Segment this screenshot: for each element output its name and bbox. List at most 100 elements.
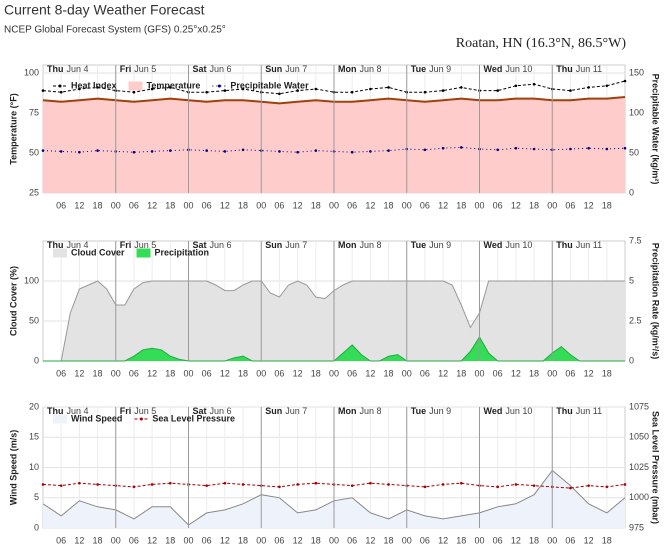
day-name: Fri <box>120 406 132 416</box>
x-tick-label: 06 <box>56 200 66 210</box>
page-subtitle: NCEP Global Forecast System (GFS) 0.25°x… <box>4 25 226 36</box>
x-tick-label: 18 <box>529 200 539 210</box>
point <box>423 148 427 152</box>
legend-label: Precipitable Water <box>230 80 309 90</box>
x-tick-label: 12 <box>147 200 157 210</box>
point <box>223 89 227 92</box>
y-tick-label: 15 <box>29 432 39 442</box>
legend-dot <box>58 84 62 88</box>
x-tick-label: 12 <box>293 200 303 210</box>
point <box>278 485 281 489</box>
point <box>150 150 154 153</box>
point <box>205 484 208 487</box>
day-label: Thu Jun 4 <box>47 406 89 416</box>
point <box>205 90 208 94</box>
x-tick-label: 18 <box>311 368 321 378</box>
point <box>460 146 463 149</box>
y2-tick-label: 1075 <box>629 401 649 411</box>
x-tick-label: 18 <box>456 535 466 544</box>
point <box>296 150 299 154</box>
x-tick-label: 06 <box>56 535 66 544</box>
point <box>514 146 518 150</box>
day-name: Thu <box>556 406 573 416</box>
location: Roatan, HN (16.3°N, 86.5°W) <box>456 36 627 51</box>
point <box>423 485 427 489</box>
day-name: Tue <box>411 406 426 416</box>
point <box>132 90 136 94</box>
point <box>59 90 63 94</box>
day-name: Mon <box>338 406 357 416</box>
day-label: Sat Jun 6 <box>193 240 232 250</box>
legend-label: Precipitation <box>155 247 210 257</box>
x-tick-label: 00 <box>183 535 193 544</box>
point <box>150 483 154 486</box>
point <box>514 483 518 486</box>
point <box>350 150 354 154</box>
point <box>532 147 536 151</box>
day-name: Sat <box>193 64 207 74</box>
point <box>296 89 299 92</box>
day-label: Mon Jun 8 <box>338 64 382 74</box>
y-tick-label: 100 <box>24 67 39 77</box>
day-name: Thu <box>556 240 573 250</box>
legend-swatch <box>53 248 67 258</box>
day-name: Mon <box>338 64 357 74</box>
x-tick-label: 00 <box>547 535 557 544</box>
x-tick-label: 00 <box>183 200 193 210</box>
day-label: Mon Jun 8 <box>338 240 382 250</box>
day-name: Wed <box>484 406 503 416</box>
day-date: Jun 10 <box>505 64 532 74</box>
y2-tick-label: 7.5 <box>629 235 642 245</box>
x-tick-label: 00 <box>547 200 557 210</box>
point <box>441 89 445 92</box>
point <box>460 481 463 485</box>
day-date: Jun 11 <box>576 406 602 416</box>
x-tick-label: 12 <box>511 368 521 378</box>
point <box>278 150 281 153</box>
x-tick-label: 06 <box>129 368 139 378</box>
y-tick-label: 75 <box>29 107 39 117</box>
day-label: Wed Jun 10 <box>484 240 533 250</box>
day-date: Jun 7 <box>285 64 307 74</box>
point <box>369 481 372 485</box>
point <box>41 483 45 486</box>
x-tick-label: 18 <box>529 535 539 544</box>
x-tick-label: 00 <box>329 200 339 210</box>
x-tick-label: 18 <box>165 200 175 210</box>
x-tick-label: 12 <box>438 368 448 378</box>
point <box>241 87 245 91</box>
series-line <box>42 80 626 95</box>
x-tick-label: 18 <box>456 200 466 210</box>
y-axis-title: Wind Speed (m/s) <box>8 430 18 505</box>
point <box>387 483 390 486</box>
point <box>569 486 572 490</box>
day-label: Wed Jun 10 <box>484 64 533 74</box>
day-label: Thu Jun 4 <box>47 240 89 250</box>
y2-tick-label: 2.5 <box>629 315 642 325</box>
y-axis-title: Cloud Cover (%) <box>8 266 18 336</box>
x-tick-label: 00 <box>402 200 412 210</box>
x-tick-label: 06 <box>420 535 430 544</box>
y2-tick-label: 1000 <box>629 492 649 502</box>
x-tick-label: 18 <box>238 535 248 544</box>
x-tick-label: 06 <box>129 200 139 210</box>
point <box>496 485 499 489</box>
legend-label: Heat Index <box>71 80 117 90</box>
legend-dot <box>139 417 143 421</box>
legend-label: Temperature <box>147 80 201 90</box>
day-name: Sun <box>265 240 282 250</box>
day-name: Sun <box>265 64 282 74</box>
day-label: Sat Jun 6 <box>193 406 232 416</box>
day-name: Thu <box>47 406 64 416</box>
y2-tick-label: 150 <box>629 67 644 77</box>
x-tick-label: 12 <box>293 368 303 378</box>
x-tick-label: 06 <box>274 368 284 378</box>
y2-tick-label: 1050 <box>629 432 649 442</box>
x-tick-label: 06 <box>493 200 503 210</box>
x-tick-label: 12 <box>220 368 230 378</box>
x-tick-label: 12 <box>147 368 157 378</box>
x-tick-label: 00 <box>256 368 266 378</box>
point <box>605 485 609 489</box>
x-tick-label: 06 <box>129 535 139 544</box>
